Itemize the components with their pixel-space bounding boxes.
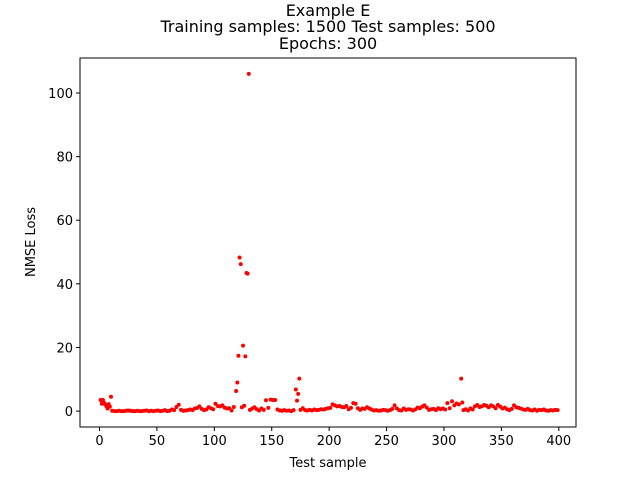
data-point [211, 407, 216, 412]
data-point [238, 262, 243, 267]
data-point [348, 405, 353, 410]
y-axis-ticks: 0 20 40 60 80 100 [48, 87, 80, 420]
y-axis-label: NMSE Loss [24, 207, 39, 277]
data-point [443, 407, 448, 412]
data-point [450, 399, 454, 404]
data-point [236, 353, 241, 358]
x-axis-label: Test sample [289, 456, 367, 471]
y-tick-label: 100 [48, 87, 73, 102]
data-point [243, 354, 248, 359]
x-tick-label: 250 [374, 434, 399, 449]
data-point [245, 271, 250, 276]
data-point [273, 397, 278, 402]
y-tick-label: 60 [56, 214, 73, 229]
data-point [264, 398, 268, 403]
x-tick-label: 400 [546, 434, 571, 449]
data-point [237, 255, 242, 260]
data-point [293, 387, 298, 392]
data-point [390, 406, 395, 411]
data-point [447, 406, 452, 411]
data-point [109, 394, 113, 399]
data-point [234, 389, 239, 394]
data-points [98, 71, 560, 414]
data-point [460, 400, 465, 405]
data-point [459, 376, 464, 381]
x-tick-label: 150 [259, 434, 284, 449]
data-point [328, 405, 333, 410]
y-tick-label: 40 [56, 278, 73, 293]
y-tick-label: 80 [56, 151, 73, 166]
x-axis-ticks: 0 50 100 150 200 250 300 350 400 [95, 427, 571, 449]
data-point [241, 343, 246, 348]
data-point [235, 380, 240, 385]
data-point [172, 408, 177, 413]
y-tick-label: 0 [65, 405, 73, 420]
chart-title: Example E Training samples: 1500 Test sa… [159, 1, 495, 53]
data-point [295, 398, 299, 403]
data-point [456, 402, 461, 407]
data-point [445, 401, 450, 406]
data-point [509, 406, 514, 411]
x-tick-label: 100 [202, 434, 227, 449]
plot-frame [79, 57, 577, 428]
x-tick-label: 200 [317, 434, 342, 449]
data-point [242, 403, 247, 408]
data-point [176, 402, 181, 407]
data-point [493, 406, 498, 411]
data-point [555, 408, 560, 413]
data-point [470, 407, 475, 412]
data-point [296, 391, 301, 396]
data-point [353, 401, 358, 406]
data-point [392, 403, 397, 408]
data-point [297, 376, 302, 381]
data-point [261, 407, 266, 412]
title-line-2: Training samples: 1500 Test samples: 500 [159, 17, 495, 36]
title-line-1: Example E [286, 1, 371, 20]
data-point [197, 404, 202, 409]
data-point [291, 408, 296, 413]
x-tick-label: 350 [489, 434, 514, 449]
x-tick-label: 0 [95, 434, 103, 449]
data-point [107, 404, 112, 409]
data-point [229, 408, 234, 413]
data-point [344, 404, 349, 409]
x-tick-label: 300 [432, 434, 457, 449]
y-tick-label: 20 [56, 341, 73, 356]
x-tick-label: 50 [149, 434, 166, 449]
data-point [266, 405, 271, 410]
title-line-3: Epochs: 300 [279, 34, 377, 53]
data-point [231, 404, 236, 409]
data-point [246, 71, 251, 76]
